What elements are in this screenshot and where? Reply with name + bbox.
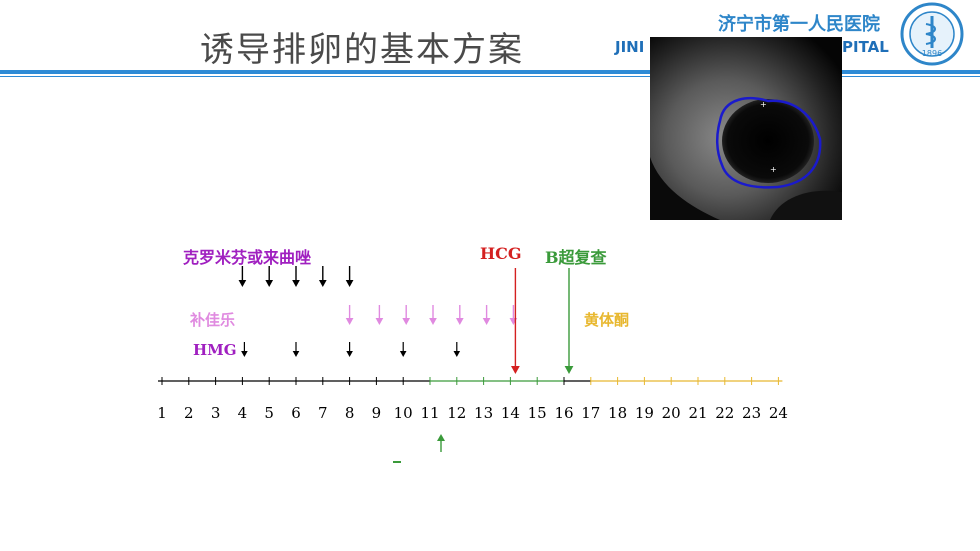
hmg-arrow-day-8-head [346,351,353,357]
clomiphene-label: 克罗米芬或来曲唑 [183,248,312,267]
day-label-10: 10 [394,404,413,422]
logo-year: 1896 [922,49,942,58]
clomiphene-arrow-day-4-head [238,280,247,287]
estrogen-arrow-day-13-head [482,318,491,325]
day-label-14: 14 [501,404,520,422]
estrogen-arrow-day-12-head [455,318,464,325]
day-label-1: 1 [157,404,167,422]
ultrasound-recheck-label: B超复查 [545,248,607,267]
day-label-8: 8 [345,404,355,422]
day-label-19: 19 [635,404,654,422]
progesterone-label: 黄体酮 [584,311,630,329]
header-divider-thin [0,76,980,77]
hmg-arrow-day-12-head [453,351,461,357]
day-label-13: 13 [474,404,493,422]
day-label-23: 23 [742,404,761,422]
day-label-7: 7 [318,404,328,422]
hcg-arrow-head [511,366,520,374]
day-label-2: 2 [184,404,194,422]
estrogen-arrow-day-9-head [375,318,384,325]
estrogen-arrow-day-8-head [345,318,354,325]
day-label-24: 24 [769,404,788,422]
svg-text:+: + [770,165,777,174]
estrogen-arrow-day-10-head [402,318,411,325]
day-label-20: 20 [662,404,681,422]
day-label-22: 22 [715,404,734,422]
day-label-18: 18 [608,404,627,422]
estrogen-label: 补佳乐 [190,311,236,329]
day-label-3: 3 [211,404,221,422]
day-label-21: 21 [688,404,707,422]
hmg-arrow-day-6-head [292,351,300,357]
hospital-name-en-right: PITAL [842,38,889,56]
hospital-logo: 1896 [900,2,964,66]
estrogen-arrow-day-11-head [429,318,437,325]
header-divider [0,70,980,74]
page-title: 诱导排卵的基本方案 [200,30,524,70]
day-label-15: 15 [528,404,547,422]
hcg-label: HCG [480,244,522,263]
day-label-5: 5 [264,404,274,422]
hmg-arrow-day-10-head [399,351,407,357]
day-label-16: 16 [554,404,573,422]
day-label-4: 4 [238,404,248,422]
monitoring-start-arrow-head [437,434,445,441]
hmg-label: HMG [193,341,237,359]
day-label-12: 12 [447,404,466,422]
hmg-arrow-day-4-head [241,351,248,357]
svg-text:+: + [760,100,767,109]
ultrasound-image: + + [650,37,842,220]
ultrasound-recheck-arrow-head [564,366,574,374]
day-label-9: 9 [372,404,382,422]
day-label-6: 6 [291,404,301,422]
clomiphene-arrow-day-5-head [265,280,274,287]
clomiphene-arrow-day-6-head [292,280,300,287]
hospital-name-cn: 济宁市第一人民医院 [718,14,880,35]
day-label-17: 17 [581,404,600,422]
clomiphene-arrow-day-8-head [345,280,354,287]
hospital-name-en-left: JINI [615,38,645,56]
clomiphene-arrow-day-7-head [318,280,327,287]
day-label-11: 11 [420,404,439,422]
